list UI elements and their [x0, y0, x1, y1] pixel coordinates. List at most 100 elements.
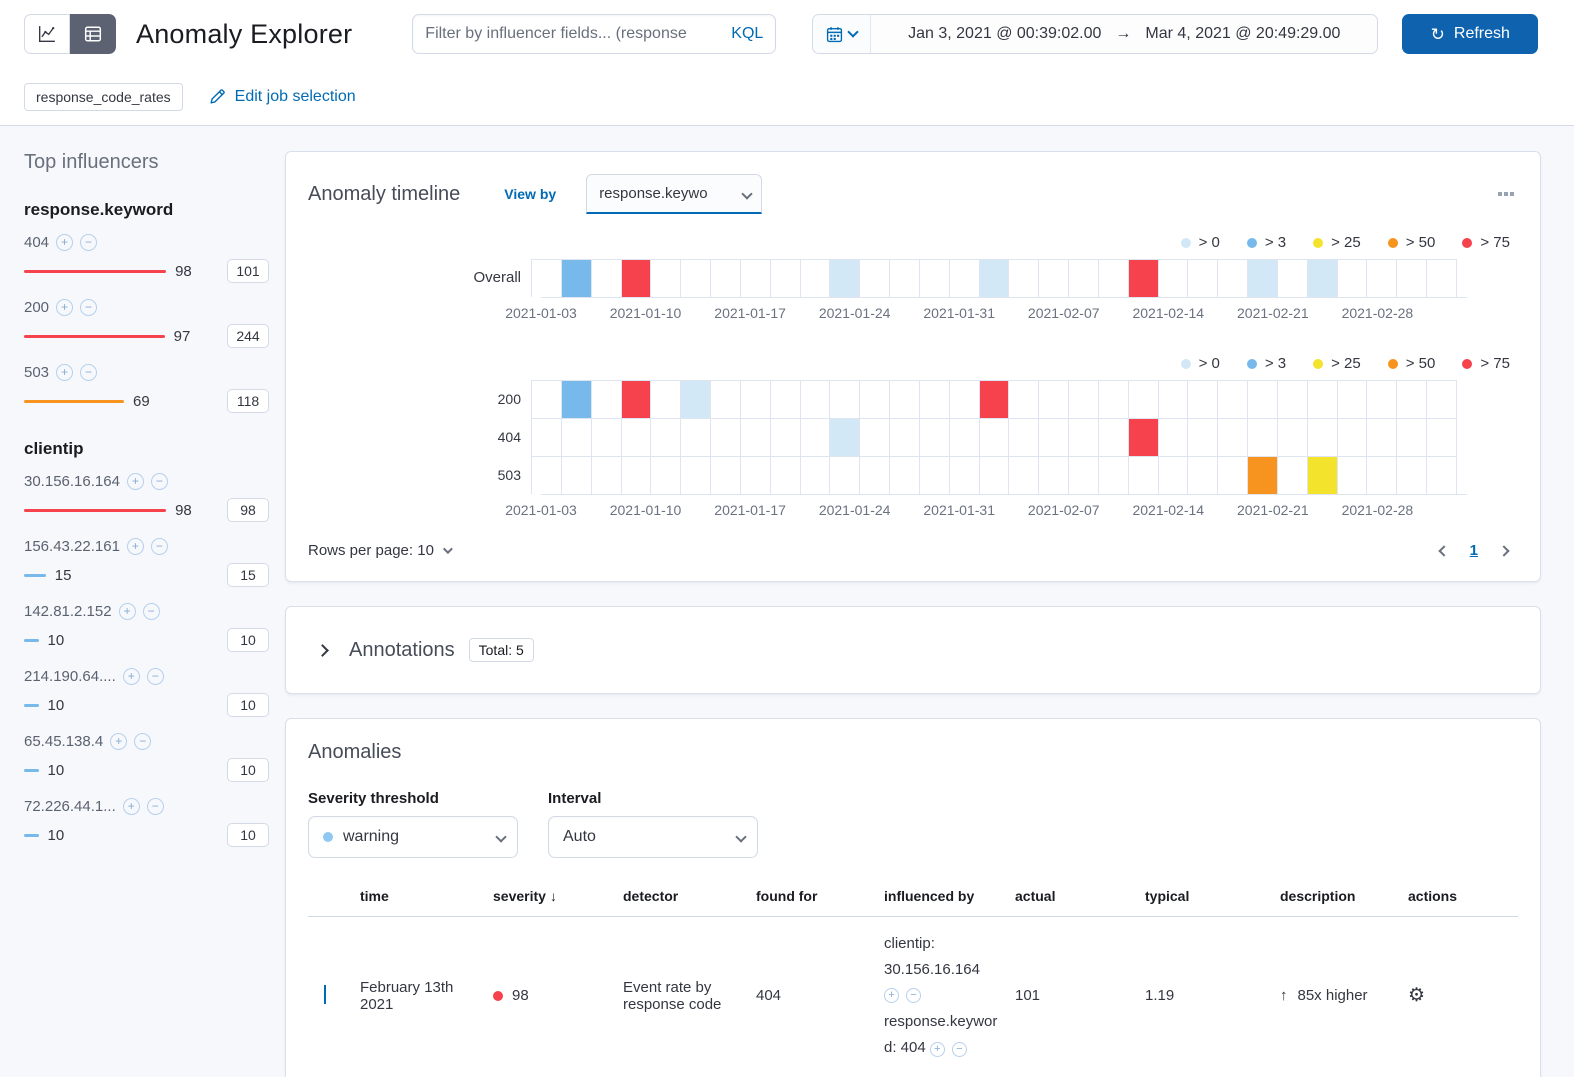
swimlane-cell[interactable] [1069, 456, 1099, 494]
swimlane-cell[interactable] [949, 259, 980, 297]
swimlane-cell[interactable] [1337, 456, 1368, 494]
col-found-for[interactable]: found for [748, 878, 876, 917]
swimlane-cell[interactable] [740, 259, 771, 297]
filter-for-icon[interactable]: + [122, 798, 140, 815]
swimlane-cell[interactable] [1098, 259, 1129, 297]
quick-select-button[interactable] [813, 15, 872, 53]
swimlane-cell[interactable] [1098, 380, 1129, 418]
swimlane-cell[interactable] [621, 259, 652, 297]
swimlane-cell[interactable] [1188, 418, 1219, 456]
swimlane-cell[interactable] [890, 380, 920, 418]
col-time[interactable]: time [352, 878, 485, 917]
filter-for-icon[interactable]: + [118, 603, 136, 620]
swimlane-cell[interactable] [621, 418, 652, 456]
swimlane-cell[interactable] [681, 418, 712, 456]
swimlane-cell[interactable] [1128, 456, 1159, 494]
swimlane-cell[interactable] [1427, 456, 1457, 494]
swimlane-cell[interactable] [919, 418, 950, 456]
severity-threshold-select[interactable]: warning [308, 816, 518, 858]
swimlane-cell[interactable] [1009, 456, 1040, 494]
swimlane-cell[interactable] [1218, 456, 1249, 494]
filter-for-icon[interactable]: + [929, 1041, 945, 1057]
swimlane-cell[interactable] [711, 418, 741, 456]
swimlane-cell[interactable] [651, 418, 682, 456]
swimlane-cell[interactable] [1009, 259, 1040, 297]
filter-for-icon[interactable]: + [56, 234, 74, 251]
swimlane-cell[interactable] [1367, 380, 1398, 418]
swimlane-cell[interactable] [770, 418, 801, 456]
swimlane-cell[interactable] [919, 456, 950, 494]
swimlane-cell[interactable] [800, 456, 831, 494]
filter-for-icon[interactable]: + [56, 364, 74, 381]
col-typical[interactable]: typical [1137, 878, 1272, 917]
swimlane-cell[interactable] [651, 259, 682, 297]
swimlane-cell[interactable] [1128, 380, 1159, 418]
swimlane-cell[interactable] [860, 418, 891, 456]
col-actual[interactable]: actual [1007, 878, 1137, 917]
swimlane-cell[interactable] [591, 380, 622, 418]
swimlane-cell[interactable] [979, 380, 1010, 418]
filter-out-icon[interactable]: − [150, 538, 168, 555]
filter-out-icon[interactable]: − [146, 668, 164, 685]
gear-icon[interactable]: ⚙ [1408, 985, 1426, 1006]
filter-out-icon[interactable]: − [80, 234, 98, 251]
view-by-select[interactable]: response.keywo [586, 174, 763, 214]
charts-view-toggle-button[interactable] [24, 14, 70, 54]
swimlane-cell[interactable] [561, 259, 592, 297]
filter-out-icon[interactable]: − [80, 364, 98, 381]
swimlane-cell[interactable] [770, 456, 801, 494]
swimlane-cell[interactable] [1098, 456, 1129, 494]
filter-for-icon[interactable]: + [110, 733, 128, 750]
swimlane-cell[interactable] [1009, 418, 1040, 456]
swimlane-cell[interactable] [1427, 418, 1457, 456]
filter-out-icon[interactable]: − [951, 1041, 967, 1057]
filter-out-icon[interactable]: − [134, 733, 152, 750]
expand-row-icon[interactable] [324, 985, 326, 1004]
swimlane-cell[interactable] [1218, 259, 1249, 297]
swimlane-cell[interactable] [860, 259, 891, 297]
swimlane-cell[interactable] [681, 380, 712, 418]
swimlane-cell[interactable] [1188, 259, 1219, 297]
swimlane-options-icon[interactable] [1494, 188, 1518, 200]
swimlane-cell[interactable] [711, 456, 741, 494]
table-view-toggle-button[interactable] [70, 14, 116, 54]
swimlane-cell[interactable] [1397, 259, 1428, 297]
swimlane-cell[interactable] [1069, 418, 1099, 456]
swimlane-cell[interactable] [1039, 418, 1070, 456]
swimlane-cell[interactable] [532, 259, 562, 297]
prev-page-icon[interactable] [1437, 544, 1450, 557]
swimlane-cell[interactable] [1337, 259, 1368, 297]
swimlane-cell[interactable] [651, 380, 682, 418]
end-date[interactable]: Mar 4, 2021 @ 20:49:29.00 [1145, 25, 1341, 42]
swimlane-cell[interactable] [890, 456, 920, 494]
swimlane-cell[interactable] [1307, 259, 1338, 297]
swimlane-cell[interactable] [979, 259, 1010, 297]
swimlane-cell[interactable] [890, 418, 920, 456]
swimlane-cell[interactable] [830, 456, 861, 494]
swimlane-cell[interactable] [1337, 380, 1368, 418]
swimlane-cell[interactable] [1367, 259, 1398, 297]
swimlane-cell[interactable] [1039, 259, 1070, 297]
swimlane-cell[interactable] [1188, 380, 1219, 418]
job-badge[interactable]: response_code_rates [24, 82, 183, 111]
swimlane-cell[interactable] [1158, 380, 1189, 418]
interval-select[interactable]: Auto [548, 816, 758, 858]
swimlane-cell[interactable] [561, 456, 592, 494]
swimlane-cell[interactable] [770, 380, 801, 418]
swimlane-cell[interactable] [1218, 418, 1249, 456]
next-page-icon[interactable] [1498, 544, 1510, 557]
swimlane-cell[interactable] [1307, 380, 1338, 418]
filter-out-icon[interactable]: − [906, 988, 921, 1003]
swimlane-cell[interactable] [1009, 380, 1040, 418]
swimlane-cell[interactable] [561, 380, 592, 418]
swimlane-cell[interactable] [651, 456, 682, 494]
swimlane-cell[interactable] [532, 380, 562, 418]
swimlane-cell[interactable] [1307, 456, 1338, 494]
swimlane-cell[interactable] [800, 418, 831, 456]
swimlane-cell[interactable] [1397, 380, 1428, 418]
col-actions[interactable]: actions [1400, 878, 1518, 917]
refresh-button[interactable]: ↻ Refresh [1402, 14, 1539, 54]
filter-for-icon[interactable]: + [56, 299, 74, 316]
rows-per-page-button[interactable]: Rows per page: 10 [308, 542, 453, 559]
swimlane-cell[interactable] [919, 380, 950, 418]
